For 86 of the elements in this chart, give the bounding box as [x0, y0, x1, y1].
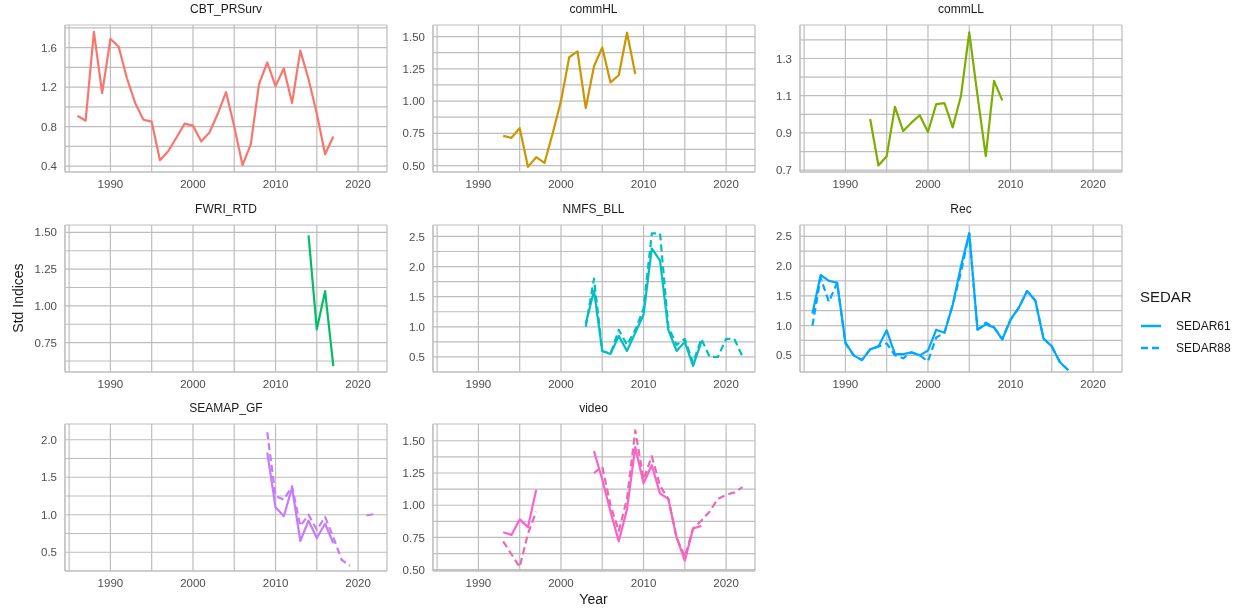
- x-tick-label: 1990: [465, 178, 491, 191]
- x-axis-title: Year: [578, 591, 609, 607]
- x-tick-label: 2000: [915, 178, 941, 191]
- x-tick-label: 2010: [997, 377, 1024, 390]
- y-tick-label: 1.25: [402, 62, 425, 75]
- chart-title: Rec: [949, 201, 973, 216]
- y-tick-label: 1.25: [402, 467, 425, 480]
- x-tick-label: 2010: [262, 377, 289, 390]
- x-tick-label: 1990: [97, 577, 124, 590]
- y-tick-label: 1.5: [776, 289, 792, 302]
- x-tick-label: 2010: [630, 377, 656, 390]
- y-tick-label: 1.50: [402, 30, 425, 43]
- x-tick-label: 1990: [465, 577, 491, 590]
- chart-title: commHL: [568, 2, 619, 16]
- y-tick-label: 1.6: [41, 41, 57, 54]
- y-tick-label: 2.5: [776, 229, 792, 242]
- x-tick-label: 2010: [630, 178, 656, 191]
- x-tick-label: 2000: [180, 577, 206, 590]
- legend-title: SEDAR: [1140, 288, 1193, 305]
- y-tick-label: 0.5: [408, 350, 425, 363]
- y-tick-label: 0.75: [402, 531, 425, 544]
- x-tick-label: 2000: [180, 377, 206, 390]
- y-tick-label: 2.0: [408, 260, 425, 273]
- x-tick-label: 1990: [97, 377, 124, 390]
- y-tick-label: 0.4: [41, 160, 58, 173]
- x-tick-label: 2020: [345, 377, 371, 390]
- y-tick-label: 1.50: [402, 434, 425, 447]
- line-series: [584, 231, 744, 364]
- chart-title: video: [578, 401, 609, 415]
- x-tick-label: 2020: [712, 178, 739, 191]
- x-tick-label: 2020: [712, 377, 739, 390]
- y-tick-label: 2.0: [776, 259, 792, 272]
- y-axis-title: Std Indices: [10, 262, 26, 335]
- chart-title: commLL: [937, 2, 985, 16]
- legend-label: SEDAR88: [1176, 341, 1231, 355]
- y-tick-label: 1.3: [776, 52, 792, 65]
- x-tick-label: 2020: [345, 178, 371, 191]
- x-tick-label: 2000: [547, 377, 574, 390]
- x-tick-label: 2010: [630, 577, 656, 590]
- x-tick-label: 2010: [262, 178, 289, 191]
- y-tick-label: 1.00: [402, 499, 425, 512]
- y-tick-label: 2.5: [408, 230, 425, 243]
- y-tick-label: 1.25: [34, 262, 57, 275]
- chart-title: NMFS_BLL: [561, 201, 626, 216]
- y-tick-label: 0.75: [402, 127, 425, 140]
- chart-title: FWRI_RTD: [194, 201, 258, 216]
- x-tick-label: 1990: [832, 178, 859, 191]
- line-series: [501, 31, 636, 168]
- y-tick-label: 0.50: [402, 159, 425, 172]
- y-tick-label: 1.50: [34, 225, 57, 238]
- x-tick-label: 2010: [262, 577, 289, 590]
- x-tick-label: 1990: [465, 377, 491, 390]
- y-tick-label: 0.5: [776, 348, 792, 361]
- y-tick-label: 1.00: [34, 299, 57, 312]
- x-tick-label: 2020: [345, 577, 371, 590]
- legend-label: SEDAR61: [1176, 319, 1231, 333]
- x-tick-label: 1990: [832, 377, 859, 390]
- line-series: [307, 233, 335, 367]
- y-tick-label: 0.5: [41, 546, 57, 559]
- y-tick-label: 2.0: [41, 433, 57, 446]
- line-series: [76, 30, 335, 167]
- x-tick-label: 2020: [1080, 377, 1106, 390]
- chart-title: SEAMAP_GF: [188, 401, 264, 415]
- y-tick-label: 0.9: [776, 127, 792, 140]
- y-tick-label: 1.5: [408, 290, 425, 303]
- y-tick-label: 0.7: [776, 164, 792, 177]
- y-tick-label: 1.2: [41, 81, 57, 94]
- y-tick-label: 1.0: [408, 320, 425, 333]
- y-tick-label: 1.0: [776, 319, 792, 332]
- x-tick-label: 2020: [1080, 178, 1106, 191]
- x-tick-label: 1990: [97, 178, 124, 191]
- x-tick-label: 2010: [997, 178, 1024, 191]
- x-tick-label: 2000: [547, 178, 574, 191]
- y-tick-label: 1.00: [402, 95, 425, 108]
- y-tick-label: 0.75: [34, 336, 57, 349]
- y-tick-label: 1.0: [41, 508, 57, 521]
- chart-title: CBT_PRSurv: [189, 2, 263, 16]
- x-tick-label: 2000: [915, 377, 941, 390]
- line-series: [869, 31, 1004, 167]
- y-tick-label: 1.5: [41, 471, 57, 484]
- x-tick-label: 2000: [180, 178, 206, 191]
- y-tick-label: 0.50: [402, 563, 425, 576]
- y-tick-label: 0.8: [41, 120, 57, 133]
- y-tick-label: 1.1: [776, 89, 792, 102]
- x-tick-label: 2020: [712, 577, 739, 590]
- x-tick-label: 2000: [547, 577, 574, 590]
